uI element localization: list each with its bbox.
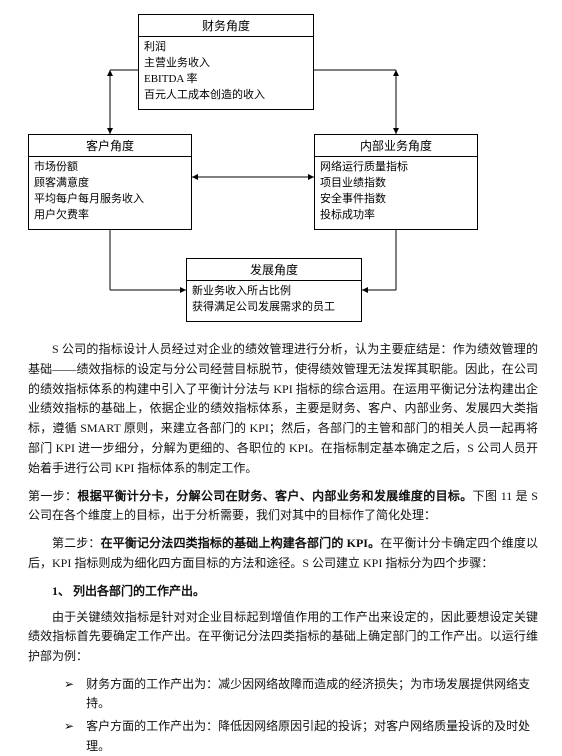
node-customer-item: 平均每户每月服务收入 xyxy=(34,192,186,208)
node-internal-body: 网络运行质量指标 项目业绩指数 安全事件指数 投标成功率 xyxy=(315,157,477,229)
node-internal-item: 项目业绩指数 xyxy=(320,176,472,192)
node-internal-title: 内部业务角度 xyxy=(315,135,477,157)
bullet-1: ➢ 财务方面的工作产出为：减少因网络故障而造成的经济损失；为市场发展提供网络支持… xyxy=(64,675,538,713)
node-customer-body: 市场份额 顾客满意度 平均每户每月服务收入 用户欠费率 xyxy=(29,157,191,229)
node-finance-item: EBITDA 率 xyxy=(144,72,308,88)
node-development: 发展角度 新业务收入所占比例 获得满足公司发展需求的员工 xyxy=(186,258,362,322)
bullet-icon: ➢ xyxy=(64,675,74,713)
bullet-2: ➢ 客户方面的工作产出为：降低因网络原因引起的投诉；对客户网络质量投诉的及时处理… xyxy=(64,717,538,755)
node-finance-item: 百元人工成本创造的收入 xyxy=(144,88,308,104)
node-development-item: 新业务收入所占比例 xyxy=(192,284,356,300)
bullet-1-text: 财务方面的工作产出为：减少因网络故障而造成的经济损失；为市场发展提供网络支持。 xyxy=(86,675,538,713)
bullet-2-text: 客户方面的工作产出为：降低因网络原因引起的投诉；对客户网络质量投诉的及时处理。 xyxy=(86,717,538,755)
node-finance-item: 利润 xyxy=(144,40,308,56)
document-body: S 公司的指标设计人员经过对企业的绩效管理进行分析，认为主要症结是：作为绩效管理… xyxy=(0,340,562,756)
node-development-item: 获得满足公司发展需求的员工 xyxy=(192,300,356,316)
node-finance-item: 主营业务收入 xyxy=(144,56,308,72)
step-1: 第一步：根据平衡计分卡，分解公司在财务、客户、内部业务和发展维度的目标。下图 1… xyxy=(28,487,538,527)
node-internal-item: 投标成功率 xyxy=(320,208,472,224)
paragraph-intro: S 公司的指标设计人员经过对企业的绩效管理进行分析，认为主要症结是：作为绩效管理… xyxy=(28,340,538,479)
step1-bold: 根据平衡计分卡，分解公司在财务、客户、内部业务和发展维度的目标。 xyxy=(77,489,472,503)
node-finance: 财务角度 利润 主营业务收入 EBITDA 率 百元人工成本创造的收入 xyxy=(138,14,314,110)
step-2: 第二步：在平衡记分法四类指标的基础上构建各部门的 KPI。在平衡计分卡确定四个维… xyxy=(28,534,538,574)
node-internal-item: 安全事件指数 xyxy=(320,192,472,208)
heading-1: 1、 列出各部门的工作产出。 xyxy=(28,582,538,602)
node-finance-body: 利润 主营业务收入 EBITDA 率 百元人工成本创造的收入 xyxy=(139,37,313,109)
bullet-icon: ➢ xyxy=(64,717,74,755)
step1-label: 第一步： xyxy=(28,489,77,503)
node-development-body: 新业务收入所占比例 获得满足公司发展需求的员工 xyxy=(187,281,361,321)
node-customer: 客户角度 市场份额 顾客满意度 平均每户每月服务收入 用户欠费率 xyxy=(28,134,192,230)
node-internal-item: 网络运行质量指标 xyxy=(320,160,472,176)
node-internal: 内部业务角度 网络运行质量指标 项目业绩指数 安全事件指数 投标成功率 xyxy=(314,134,478,230)
paragraph-2: 由于关键绩效指标是针对对企业目标起到增值作用的工作产出来设定的，因此要想设定关键… xyxy=(28,608,538,667)
node-customer-item: 顾客满意度 xyxy=(34,176,186,192)
node-development-title: 发展角度 xyxy=(187,259,361,281)
node-customer-item: 用户欠费率 xyxy=(34,208,186,224)
node-customer-title: 客户角度 xyxy=(29,135,191,157)
bsc-diagram: 财务角度 利润 主营业务收入 EBITDA 率 百元人工成本创造的收入 客户角度… xyxy=(0,0,562,340)
node-finance-title: 财务角度 xyxy=(139,15,313,37)
step2-label: 第二步： xyxy=(52,536,101,550)
node-customer-item: 市场份额 xyxy=(34,160,186,176)
step2-bold: 在平衡记分法四类指标的基础上构建各部门的 KPI。 xyxy=(101,536,381,550)
